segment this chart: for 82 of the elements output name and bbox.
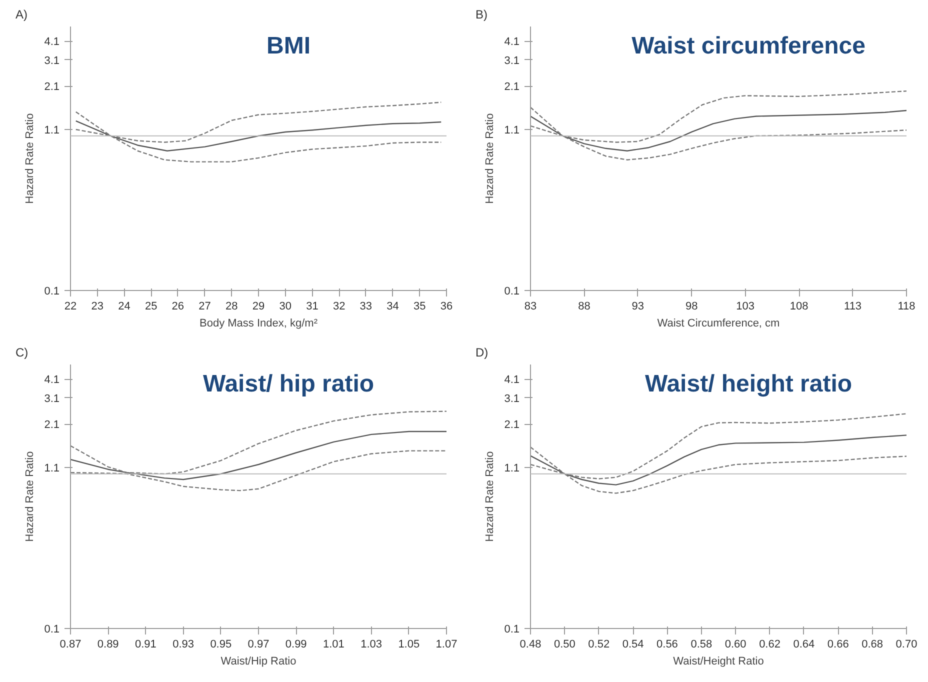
x-tick-label: 27 <box>198 300 211 312</box>
y-axis-title: Hazard Rate Ratio <box>484 451 496 542</box>
x-tick-label: 34 <box>386 300 399 312</box>
x-tick-label: 0.48 <box>520 638 542 650</box>
x-tick-label: 0.62 <box>759 638 780 650</box>
y-tick-label: 0.1 <box>44 286 60 298</box>
y-tick-label: 3.1 <box>44 54 60 67</box>
x-tick-label: 1.07 <box>436 638 458 650</box>
x-tick-label: 0.52 <box>588 638 610 650</box>
chart-title: Waist/ hip ratio <box>202 370 374 398</box>
x-tick-label: 25 <box>144 300 158 312</box>
x-tick-label: 1.05 <box>398 638 420 650</box>
y-tick-label: 1.1 <box>504 462 520 474</box>
x-tick-label: 31 <box>306 300 318 312</box>
y-tick-label: 0.1 <box>504 286 520 298</box>
x-tick-label: 22 <box>64 300 77 312</box>
y-tick-label: 0.1 <box>504 624 520 636</box>
y-tick-label: 0.1 <box>44 624 60 636</box>
x-tick-label: 26 <box>172 300 184 312</box>
x-tick-label: 0.93 <box>172 638 194 650</box>
x-tick-label: 29 <box>252 300 265 312</box>
x-tick-label: 36 <box>440 300 453 312</box>
x-tick-label: 108 <box>790 300 808 312</box>
x-tick-label: 0.58 <box>690 638 712 650</box>
y-tick-label: 4.1 <box>44 36 60 48</box>
x-tick-label: 1.01 <box>322 638 344 650</box>
y-tick-label: 3.1 <box>504 54 520 67</box>
x-tick-label: 0.54 <box>622 638 644 650</box>
x-tick-label: 0.95 <box>210 638 232 650</box>
x-tick-label: 0.68 <box>862 638 884 650</box>
text: C) <box>16 346 28 360</box>
text: B) <box>476 8 488 22</box>
y-axis-title: Hazard Rate Ratio <box>484 113 496 204</box>
x-tick-label: 0.60 <box>724 638 746 650</box>
x-tick-label: 88 <box>578 300 590 312</box>
x-tick-label: 23 <box>91 300 104 312</box>
y-tick-label: 1.1 <box>44 124 60 136</box>
x-tick-label: 0.66 <box>827 638 849 650</box>
x-tick-label: 103 <box>736 300 755 312</box>
x-tick-label: 113 <box>844 300 862 312</box>
x-axis-title: Waist/Hip Ratio <box>220 656 296 668</box>
x-tick-label: 0.87 <box>60 638 82 650</box>
y-tick-label: 4.1 <box>504 374 520 386</box>
x-tick-label: 0.70 <box>896 638 918 650</box>
x-tick-label: 0.56 <box>656 638 678 650</box>
y-tick-label: 3.1 <box>44 392 60 405</box>
y-tick-label: 2.1 <box>504 81 520 94</box>
y-axis-title: Hazard Rate Ratio <box>24 113 36 204</box>
x-tick-label: 93 <box>632 300 644 312</box>
y-tick-label: 4.1 <box>44 374 60 386</box>
x-axis-title: Waist/Height Ratio <box>673 656 764 668</box>
x-tick-label: 24 <box>118 300 130 312</box>
text: D) <box>476 346 488 360</box>
x-tick-label: 0.91 <box>134 638 156 650</box>
y-tick-label: 2.1 <box>44 419 60 432</box>
x-tick-label: 98 <box>686 300 698 312</box>
y-tick-label: 2.1 <box>44 81 60 94</box>
text: A) <box>16 8 28 22</box>
x-tick-label: 1.03 <box>360 638 382 650</box>
x-axis-title: Waist Circumference, cm <box>657 318 780 330</box>
y-tick-label: 4.1 <box>504 36 520 48</box>
y-tick-label: 2.1 <box>504 419 520 432</box>
x-tick-label: 30 <box>279 300 292 312</box>
x-tick-label: 0.50 <box>554 638 576 650</box>
x-tick-label: 0.64 <box>793 638 815 650</box>
x-tick-label: 35 <box>414 300 426 312</box>
x-tick-label: 83 <box>524 300 537 312</box>
y-tick-label: 1.1 <box>504 124 520 136</box>
y-axis-title: Hazard Rate Ratio <box>24 451 36 542</box>
chart-title: Waist circumference <box>632 32 866 60</box>
y-tick-label: 1.1 <box>44 462 60 474</box>
y-tick-label: 3.1 <box>504 392 520 405</box>
x-tick-label: 32 <box>332 300 346 312</box>
chart-title: Waist/ height ratio <box>644 370 852 398</box>
x-tick-label: 0.97 <box>248 638 270 650</box>
x-tick-label: 33 <box>360 300 372 312</box>
x-tick-label: 0.99 <box>285 638 307 650</box>
x-tick-label: 28 <box>226 300 238 312</box>
x-tick-label: 0.89 <box>97 638 119 650</box>
x-tick-label: 118 <box>898 300 916 312</box>
chart-title: BMI <box>266 32 311 60</box>
x-axis-title: Body Mass Index, kg/m² <box>200 318 318 330</box>
